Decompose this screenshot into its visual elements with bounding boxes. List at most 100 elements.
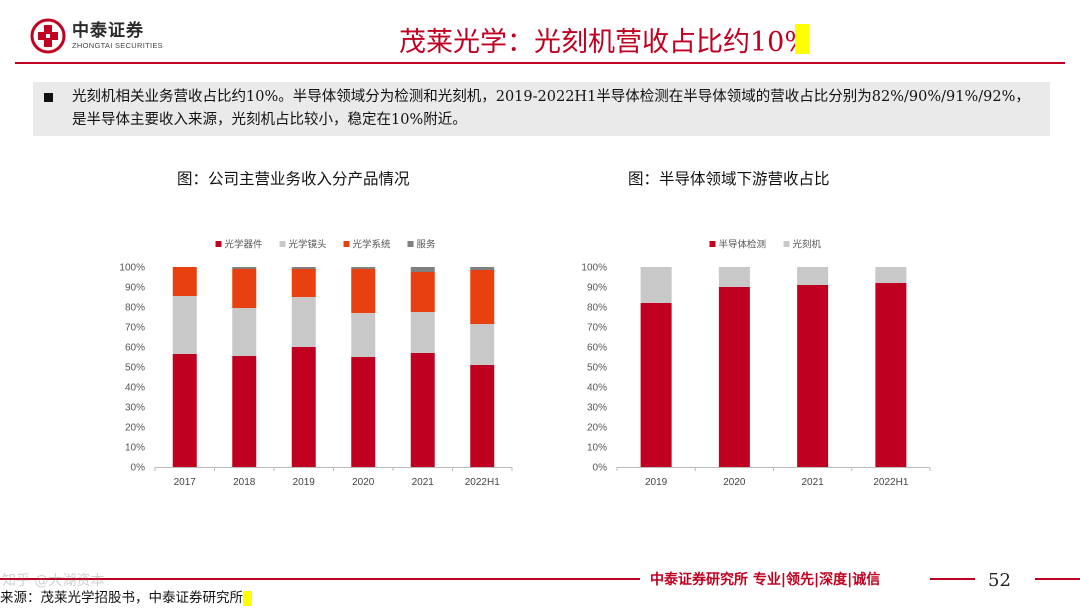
summary-box — [33, 82, 1050, 136]
y-tick-label: 100% — [119, 263, 145, 274]
chart-product-revenue: 光学器件 光学镜头 光学系统 服务 0% 10% 20% 30% 40% 50% 60% 70% 80%… — [119, 239, 513, 488]
y-tick-label: 10% — [125, 443, 145, 454]
footer-rule-mid — [930, 578, 975, 580]
bar-segment-光刻机-2019 — [640, 267, 672, 303]
source-highlight-mark — [243, 591, 252, 606]
bar-segment-服务-2021 — [410, 267, 435, 272]
bar-segment-光刻机-2022H1 — [875, 267, 907, 283]
legend-swatch — [709, 241, 716, 247]
chart-title-semiconductor: 图：半导体领域下游营收占比 — [628, 170, 830, 188]
bar-segment-光学器件-2017 — [172, 354, 197, 467]
x-tick-label: 2020 — [352, 477, 375, 488]
y-tick-label: 40% — [125, 383, 145, 394]
bar-segment-服务-2022H1 — [470, 267, 495, 270]
logo-text-en: ZHONGTAI SECURITIES — [72, 41, 163, 50]
y-tick-label: 30% — [125, 403, 145, 414]
chart-legend: 光学器件 光学镜头 光学系统 服务 — [215, 239, 437, 251]
bar-segment-光刻机-2020 — [718, 267, 750, 287]
bar-segment-服务-2018 — [232, 267, 257, 269]
bar-segment-光学系统-2019 — [291, 269, 316, 297]
legend-label: 服务 — [417, 239, 437, 251]
legend-swatch — [407, 241, 414, 247]
y-tick-label: 0% — [593, 463, 608, 474]
chart-semiconductor-revenue: 半导体检测 光刻机 0% 10% 20% 30% 40% 50% 60% 70% 80% 90% 100… — [581, 239, 931, 488]
y-tick-label: 0% — [131, 463, 146, 474]
y-tick-label: 80% — [587, 303, 607, 314]
bar-segment-半导体检测-2022H1 — [875, 283, 907, 467]
y-tick-label: 70% — [125, 323, 145, 334]
y-tick-label: 40% — [587, 383, 607, 394]
x-tick-label: 2022H1 — [873, 477, 908, 488]
source-text: 来源：茂莱光学招股书，中泰证券研究所 — [0, 590, 243, 606]
bar-segment-光学器件-2020 — [351, 357, 376, 467]
bar-segment-光学镜头-2018 — [232, 308, 257, 356]
header-divider — [15, 62, 1065, 64]
y-tick-label: 60% — [125, 343, 145, 354]
legend-swatch — [215, 241, 222, 247]
x-tick-label: 2018 — [233, 477, 256, 488]
footer-rule-left — [0, 578, 640, 580]
footer-brand: 中泰证券研究所 专业|领先|深度|诚信 — [650, 572, 881, 588]
y-tick-label: 90% — [125, 283, 145, 294]
y-tick-label: 100% — [581, 263, 607, 274]
legend-swatch — [279, 241, 286, 247]
bar-segment-光学系统-2018 — [232, 269, 257, 308]
bar-segment-光学镜头-2022H1 — [470, 324, 495, 365]
bar-segment-光学器件-2022H1 — [470, 365, 495, 467]
bar-segment-光学系统-2017 — [172, 267, 197, 296]
y-tick-label: 30% — [587, 403, 607, 414]
bar-segment-光学镜头-2019 — [291, 297, 316, 347]
legend-swatch — [343, 241, 350, 247]
x-tick-label: 2020 — [723, 477, 746, 488]
bullet-square-icon — [44, 93, 53, 102]
bar-segment-光学器件-2019 — [291, 347, 316, 467]
bar-segment-光学系统-2022H1 — [470, 270, 495, 324]
logo-emblem-icon — [30, 18, 66, 54]
y-tick-label: 60% — [587, 343, 607, 354]
bar-segment-光学器件-2021 — [410, 353, 435, 467]
bar-segment-光学系统-2021 — [410, 272, 435, 312]
bar-segment-光刻机-2021 — [797, 267, 829, 285]
x-tick-label: 2021 — [412, 477, 435, 488]
bar-segment-光学镜头-2021 — [410, 312, 435, 353]
watermark: 知乎 @大湖资本 — [2, 573, 105, 589]
legend-swatch — [783, 241, 790, 247]
footer-rule-right — [1035, 578, 1080, 580]
summary-text: 光刻机相关业务营收占比约10%。半导体领域分为检测和光刻机，2019-2022H… — [72, 89, 1030, 128]
y-tick-label: 50% — [587, 363, 607, 374]
legend-label: 光学镜头 — [289, 239, 327, 251]
y-tick-label: 70% — [587, 323, 607, 334]
y-tick-label: 10% — [587, 443, 607, 454]
company-logo: 中泰证券 ZHONGTAI SECURITIES — [30, 18, 163, 54]
legend-label: 光刻机 — [793, 239, 822, 251]
x-tick-label: 2019 — [293, 477, 316, 488]
y-tick-label: 20% — [125, 423, 145, 434]
bar-segment-半导体检测-2020 — [718, 287, 750, 467]
bar-segment-半导体检测-2019 — [640, 303, 672, 467]
legend-label: 光学器件 — [225, 239, 264, 251]
logo-text-cn: 中泰证券 — [72, 21, 144, 41]
legend-label: 半导体检测 — [719, 239, 767, 251]
x-tick-label: 2021 — [802, 477, 825, 488]
bar-segment-光学器件-2018 — [232, 356, 257, 467]
bar-segment-光学镜头-2020 — [351, 313, 376, 357]
y-tick-label: 20% — [587, 423, 607, 434]
bar-segment-服务-2019 — [291, 267, 316, 269]
page-number: 52 — [988, 570, 1011, 591]
legend-label: 光学系统 — [353, 239, 392, 251]
bar-segment-半导体检测-2021 — [797, 285, 829, 467]
title-highlight-mark — [795, 24, 809, 54]
chart-title-product-revenue: 图：公司主营业务收入分产品情况 — [177, 170, 410, 188]
bar-segment-光学镜头-2017 — [172, 296, 197, 354]
x-tick-label: 2022H1 — [465, 477, 500, 488]
y-tick-label: 80% — [125, 303, 145, 314]
y-tick-label: 90% — [587, 283, 607, 294]
chart-legend: 半导体检测 光刻机 — [709, 239, 822, 251]
y-tick-label: 50% — [125, 363, 145, 374]
slide-title: 茂莱光学：光刻机营收占比约10% — [398, 27, 810, 58]
x-tick-label: 2017 — [174, 477, 197, 488]
bar-segment-服务-2020 — [351, 267, 376, 269]
x-tick-label: 2019 — [645, 477, 668, 488]
bar-segment-光学系统-2020 — [351, 269, 376, 313]
source-note: 来源：茂莱光学招股书，中泰证券研究所 — [0, 586, 252, 606]
